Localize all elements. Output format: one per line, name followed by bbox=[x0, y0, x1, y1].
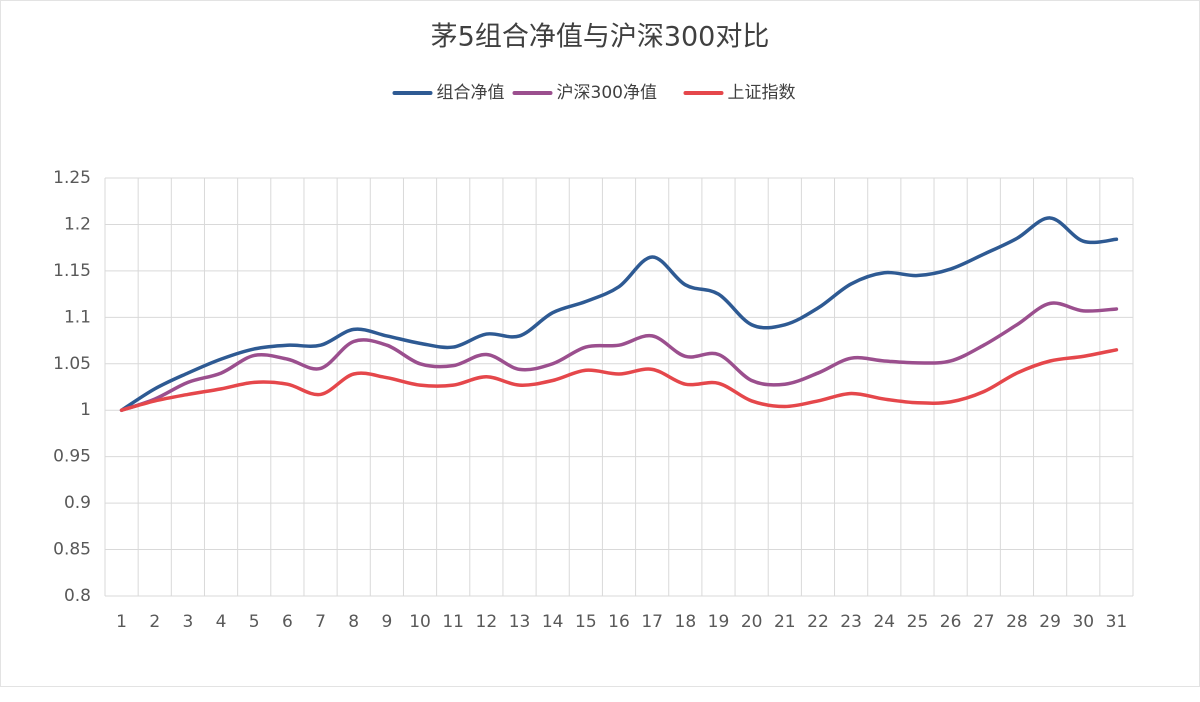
series-line bbox=[119, 216, 1119, 412]
x-tick-label: 3 bbox=[182, 612, 193, 632]
x-tick-label: 27 bbox=[973, 612, 995, 632]
chart-title: 茅5组合净值与沪深300对比 bbox=[431, 22, 770, 53]
y-tick-label: 0.9 bbox=[64, 493, 91, 513]
x-tick-label: 15 bbox=[575, 612, 597, 632]
y-tick-label: 1.1 bbox=[64, 307, 91, 327]
legend-label: 组合净值 bbox=[437, 83, 505, 103]
x-tick-label: 4 bbox=[216, 612, 227, 632]
y-tick-label: 0.85 bbox=[53, 540, 91, 560]
x-tick-label: 26 bbox=[940, 612, 962, 632]
y-tick-label: 1.25 bbox=[53, 168, 91, 188]
x-tick-label: 25 bbox=[907, 612, 929, 632]
x-tick-label: 1 bbox=[116, 612, 127, 632]
x-tick-label: 9 bbox=[381, 612, 392, 632]
x-tick-label: 22 bbox=[807, 612, 829, 632]
x-tick-label: 5 bbox=[249, 612, 260, 632]
y-tick-label: 0.95 bbox=[53, 447, 91, 467]
x-tick-label: 18 bbox=[675, 612, 697, 632]
x-tick-label: 19 bbox=[708, 612, 730, 632]
x-tick-label: 6 bbox=[282, 612, 293, 632]
series-line bbox=[119, 348, 1119, 412]
y-tick-label: 1.2 bbox=[64, 214, 91, 234]
series-line bbox=[119, 301, 1119, 412]
x-tick-label: 23 bbox=[840, 612, 862, 632]
x-tick-label: 8 bbox=[348, 612, 359, 632]
y-tick-label: 0.8 bbox=[64, 586, 91, 606]
x-tick-label: 17 bbox=[641, 612, 663, 632]
x-tick-label: 28 bbox=[1006, 612, 1028, 632]
legend-label: 上证指数 bbox=[728, 83, 796, 103]
x-tick-label: 29 bbox=[1039, 612, 1061, 632]
x-tick-label: 21 bbox=[774, 612, 796, 632]
x-tick-label: 12 bbox=[476, 612, 498, 632]
x-tick-label: 31 bbox=[1106, 612, 1128, 632]
x-tick-label: 10 bbox=[409, 612, 431, 632]
x-tick-label: 13 bbox=[509, 612, 531, 632]
y-tick-label: 1.15 bbox=[53, 261, 91, 281]
x-tick-label: 14 bbox=[542, 612, 564, 632]
x-tick-label: 16 bbox=[608, 612, 630, 632]
x-tick-label: 30 bbox=[1072, 612, 1094, 632]
legend-label: 沪深300净值 bbox=[557, 83, 657, 103]
x-tick-label: 24 bbox=[873, 612, 895, 632]
x-tick-label: 11 bbox=[442, 612, 464, 632]
x-tick-label: 2 bbox=[149, 612, 160, 632]
x-tick-label: 20 bbox=[741, 612, 763, 632]
x-tick-label: 7 bbox=[315, 612, 326, 632]
chart-frame bbox=[0, 0, 1200, 687]
y-tick-label: 1 bbox=[80, 400, 91, 420]
y-tick-label: 1.05 bbox=[53, 354, 91, 374]
